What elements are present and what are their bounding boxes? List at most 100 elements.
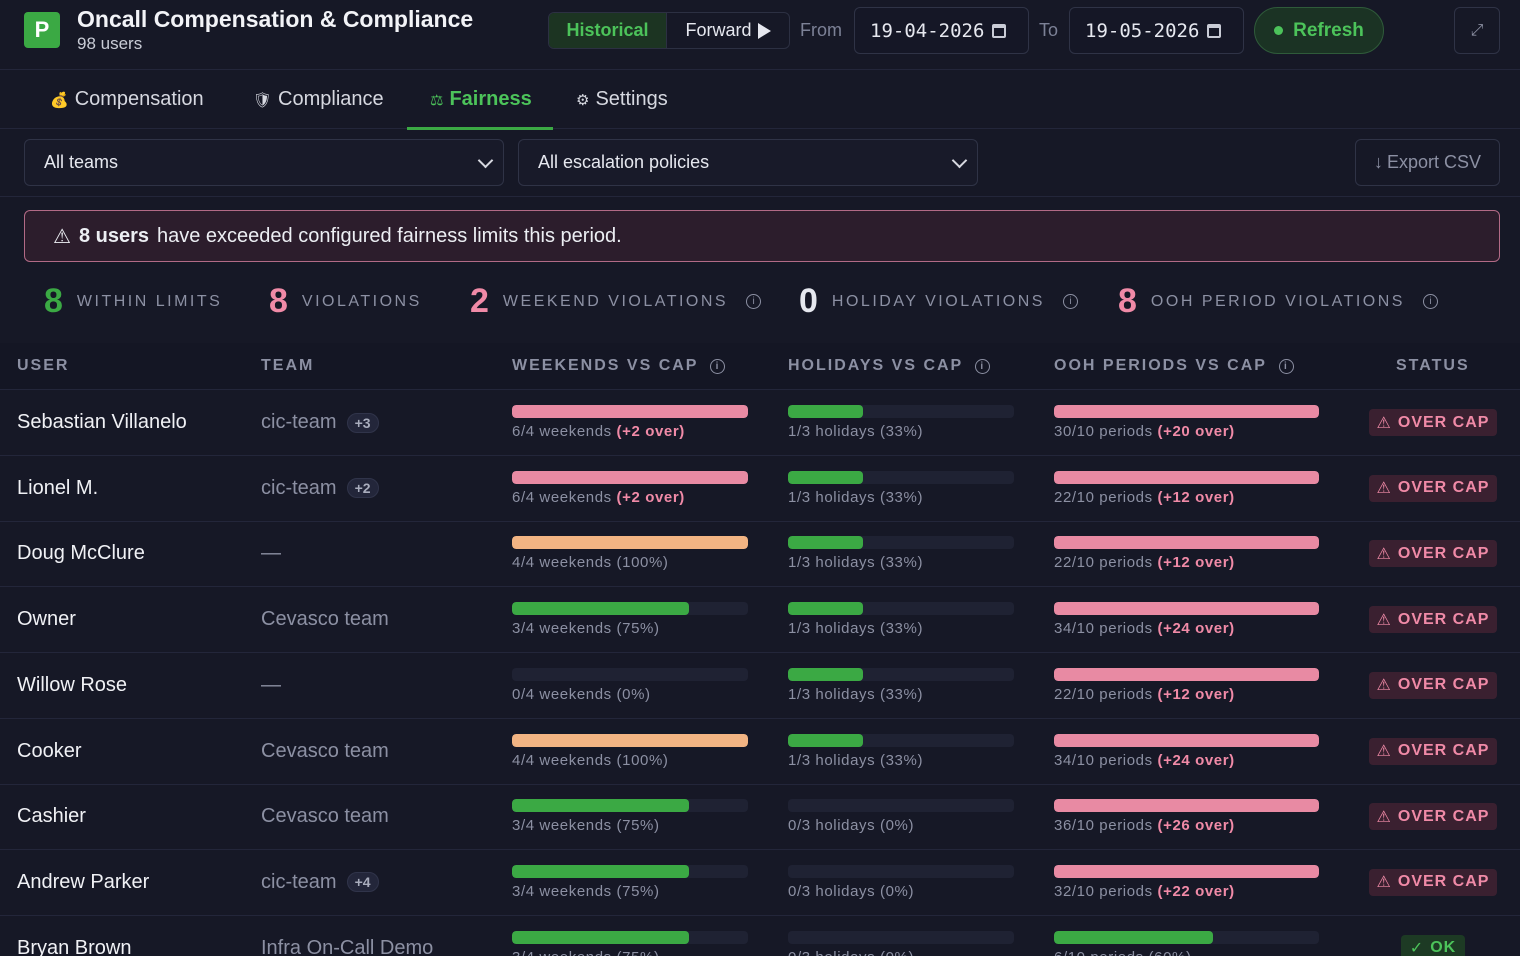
weekends-text: 6/4 weekends (+2 over) [512,423,685,440]
warning-icon: ⚠ [1376,874,1392,892]
extra-teams-badge[interactable]: +2 [346,478,379,499]
column-header-weekends[interactable]: WEEKENDS VS CAP i [512,357,726,375]
ooh-periods-bar [1054,536,1319,550]
calendar-icon [992,23,1007,38]
user-name[interactable]: Doug McClure [17,542,145,565]
weekends-bar [512,405,748,418]
user-name[interactable]: Cashier [17,805,86,828]
refresh-button[interactable]: Refresh [1254,7,1384,54]
ooh-periods-over: (+24 over) [1157,751,1235,769]
tab-compensation[interactable]: 💰 Compensation [27,70,227,129]
tab-label: Fairness [449,88,532,110]
tab-fairness[interactable]: ⚖ Fairness [407,70,553,130]
escalation-policy-select[interactable]: All escalation policies [518,139,978,186]
stat-label: WITHIN LIMITS [76,292,223,310]
table-row[interactable]: Sebastian Villanelo cic-team +3 6/4 week… [0,390,1520,456]
ooh-periods-text: 32/10 periods (+22 over) [1054,883,1235,900]
stat-within-limits: 8 WITHIN LIMITS [44,282,222,321]
holidays-text: 1/3 holidays (33%) [788,686,923,703]
table-row[interactable]: Doug McClure — 4/4 weekends (100%) [0,521,1520,588]
app-title: Oncall Compensation & Compliance [77,6,474,32]
forward-label: Forward [685,20,752,40]
warning-icon: ⚠ [1376,545,1392,563]
column-header-user[interactable]: USER [17,357,70,374]
status-badge: ⚠ OVER CAP [1369,737,1497,765]
status-text: OVER CAP [1397,413,1490,431]
app-header: P Oncall Compensation & Compliance 98 us… [0,0,1520,70]
weekends-bar-fill [512,470,748,484]
weekends-text: 3/4 weekends (75%) [512,949,660,956]
user-name[interactable]: Lionel M. [17,476,99,499]
table-header: USER TEAM WEEKENDS VS CAP i HOLIDAYS VS … [0,343,1520,390]
ooh-periods-bar [1054,602,1319,616]
team-name: — [261,673,281,696]
warning-icon: ⚠ [1376,743,1392,760]
warning-icon: ⚠ [1376,611,1392,629]
table-row[interactable]: Owner Cevasco team 3/4 weekends (75%) [0,587,1520,654]
user-name[interactable]: Andrew Parker [17,870,150,893]
export-csv-button[interactable]: ↓ Export CSV [1355,139,1500,186]
weekends-count: 0/4 weekends (0%) [512,685,651,703]
table-row[interactable]: Bryan Brown Infra On-Call Demo 3/4 weeke… [0,916,1520,956]
from-date-input[interactable]: 19-04-2026 [854,7,1029,54]
status-badge: ✓ OK [1401,934,1465,956]
tab-label: Settings [595,88,668,110]
weekends-bar-fill [512,602,689,616]
extra-teams-badge[interactable]: +4 [346,872,379,893]
column-header-ooh[interactable]: OOH PERIODS VS CAP i [1054,357,1294,375]
team-cell: Infra On-Call Demo [261,937,433,956]
column-header-team[interactable]: TEAM [261,357,315,374]
user-name[interactable]: Sebastian Villanelo [17,411,187,433]
stat-value: 8 [44,282,63,320]
holidays-bar-fill [788,405,863,418]
holidays-text: 1/3 holidays (33%) [788,752,923,769]
ooh-periods-text: 6/10 periods (60%) [1054,949,1192,956]
violation-alert: ⚠ 8 users have exceeded configured fairn… [24,210,1500,262]
weekends-bar-fill [512,930,689,944]
info-icon[interactable]: i [1062,294,1078,309]
user-name[interactable]: Willow Rose [17,673,128,696]
holidays-bar [788,864,1014,878]
holidays-count: 1/3 holidays (33%) [788,620,924,638]
tab-settings[interactable]: ⚙ Settings [553,70,691,129]
weekends-over: (+2 over) [616,423,685,440]
ooh-periods-bar [1054,470,1319,484]
user-name[interactable]: Cooker [17,739,82,762]
table-row[interactable]: Cooker Cevasco team 4/4 weekends (100%) [0,719,1520,785]
team-name: cic-team [261,870,337,893]
forward-button[interactable]: Forward [667,13,789,48]
info-icon[interactable]: i [975,358,991,374]
weekends-count: 6/4 weekends [512,423,612,440]
weekends-count: 6/4 weekends [512,488,612,506]
status-text: OK [1430,939,1457,956]
table-row[interactable]: Lionel M. cic-team +2 6/4 weekends (+2 o… [0,456,1520,522]
weekends-count: 3/4 weekends (75%) [512,817,660,835]
info-icon[interactable]: i [710,358,726,374]
column-header-holidays[interactable]: HOLIDAYS VS CAP i [788,357,991,375]
table-row[interactable]: Willow Rose — 0/4 weekends (0%) [0,653,1520,719]
expand-button[interactable]: ⤢ [1454,7,1500,54]
column-header-status[interactable]: STATUS [1396,357,1470,374]
holidays-text: 1/3 holidays (33%) [788,620,923,637]
team-cell: — [261,542,281,565]
to-date-input[interactable]: 19-05-2026 [1069,7,1244,54]
stat-value: 2 [470,282,489,320]
info-icon[interactable]: i [1422,294,1438,309]
table-row[interactable]: Cashier Cevasco team 3/4 weekends (75%) [0,784,1520,851]
teams-select[interactable]: All teams [24,139,504,186]
info-icon[interactable]: i [746,294,762,309]
table-row[interactable]: Andrew Parker cic-team +4 3/4 weekends (… [0,850,1520,916]
from-label: From [800,20,842,40]
ooh-periods-count: 34/10 periods [1054,751,1153,769]
user-name[interactable]: Owner [17,608,76,631]
warning-icon: ⚠ [1376,677,1392,695]
holidays-count: 0/3 holidays (0%) [788,817,915,835]
info-icon[interactable]: i [1278,358,1294,374]
user-name[interactable]: Bryan Brown [17,936,132,956]
extra-teams-badge[interactable]: +3 [346,412,379,433]
stat-weekend-violations: 2 WEEKEND VIOLATIONS i [470,282,762,321]
historical-button[interactable]: Historical [549,13,667,48]
status-text: OVER CAP [1397,544,1490,562]
tab-compliance[interactable]: 🛡 Compliance [230,70,407,129]
status-text: OVER CAP [1397,610,1490,628]
